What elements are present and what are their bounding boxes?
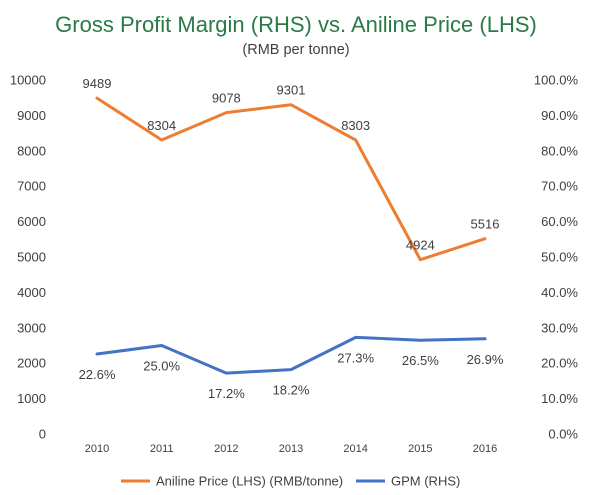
left-tick-label: 8000 [17,143,46,158]
right-tick-label: 80.0% [541,143,578,158]
right-tick-label: 90.0% [541,108,578,123]
right-tick-label: 50.0% [541,250,578,265]
left-tick-label: 6000 [17,214,46,229]
chart-title: Gross Profit Margin (RHS) vs. Aniline Pr… [55,12,537,37]
left-tick-label: 10000 [10,73,46,88]
legend-label: Aniline Price (LHS) (RMB/tonne) [156,474,343,489]
x-tick-label: 2013 [279,443,303,455]
x-tick-label: 2014 [343,443,367,455]
plot-area: 9489 8304 9078 9301 8303 4924 5516 22.6% 25.0% 17… [79,76,504,401]
data-label: 9078 [212,91,241,106]
left-tick-label: 1000 [17,391,46,406]
data-label: 17.2% [208,386,245,401]
legend-label: GPM (RHS) [391,474,460,489]
left-tick-label: 7000 [17,179,46,194]
right-tick-label: 30.0% [541,320,578,335]
x-tick-label: 2010 [85,443,109,455]
data-label: 9489 [83,76,112,91]
right-tick-label: 70.0% [541,179,578,194]
left-tick-label: 5000 [17,250,46,265]
data-label: 22.6% [79,367,116,382]
right-tick-label: 10.0% [541,391,578,406]
legend: Aniline Price (LHS) (RMB/tonne) GPM (RHS) [121,474,460,489]
right-tick-label: 40.0% [541,285,578,300]
data-label: 5516 [471,217,500,232]
left-tick-label: 2000 [17,356,46,371]
data-label: 27.3% [337,350,374,365]
right-tick-label: 100.0% [534,73,579,88]
x-tick-label: 2011 [150,443,174,455]
data-label: 26.5% [402,353,439,368]
left-tick-label: 9000 [17,108,46,123]
chart-subtitle: (RMB per tonne) [242,42,349,58]
right-tick-label: 0.0% [548,427,578,442]
data-label: 9301 [277,83,306,98]
data-label: 25.0% [143,359,180,374]
data-label: 4924 [406,238,435,253]
series-line-aniline-price [95,96,487,262]
right-axis: 0.0% 10.0% 20.0% 30.0% 40.0% 50.0% 60.0% 70.0% 8… [534,73,579,442]
data-label: 18.2% [273,383,310,398]
left-tick-label: 3000 [17,320,46,335]
x-tick-label: 2016 [473,443,497,455]
data-label: 8304 [147,118,176,133]
data-label: 8303 [341,118,370,133]
data-label: 26.9% [467,352,504,367]
left-tick-label: 0 [39,427,46,442]
left-tick-label: 4000 [17,285,46,300]
right-tick-label: 20.0% [541,356,578,371]
series-line-gpm [95,335,487,375]
x-axis: 2010 2011 2012 2013 2014 2015 2016 [85,443,497,455]
x-tick-label: 2012 [214,443,238,455]
right-tick-label: 60.0% [541,214,578,229]
left-axis: 0 1000 2000 3000 4000 5000 6000 7000 8000 9000 100… [10,73,46,442]
x-tick-label: 2015 [408,443,432,455]
